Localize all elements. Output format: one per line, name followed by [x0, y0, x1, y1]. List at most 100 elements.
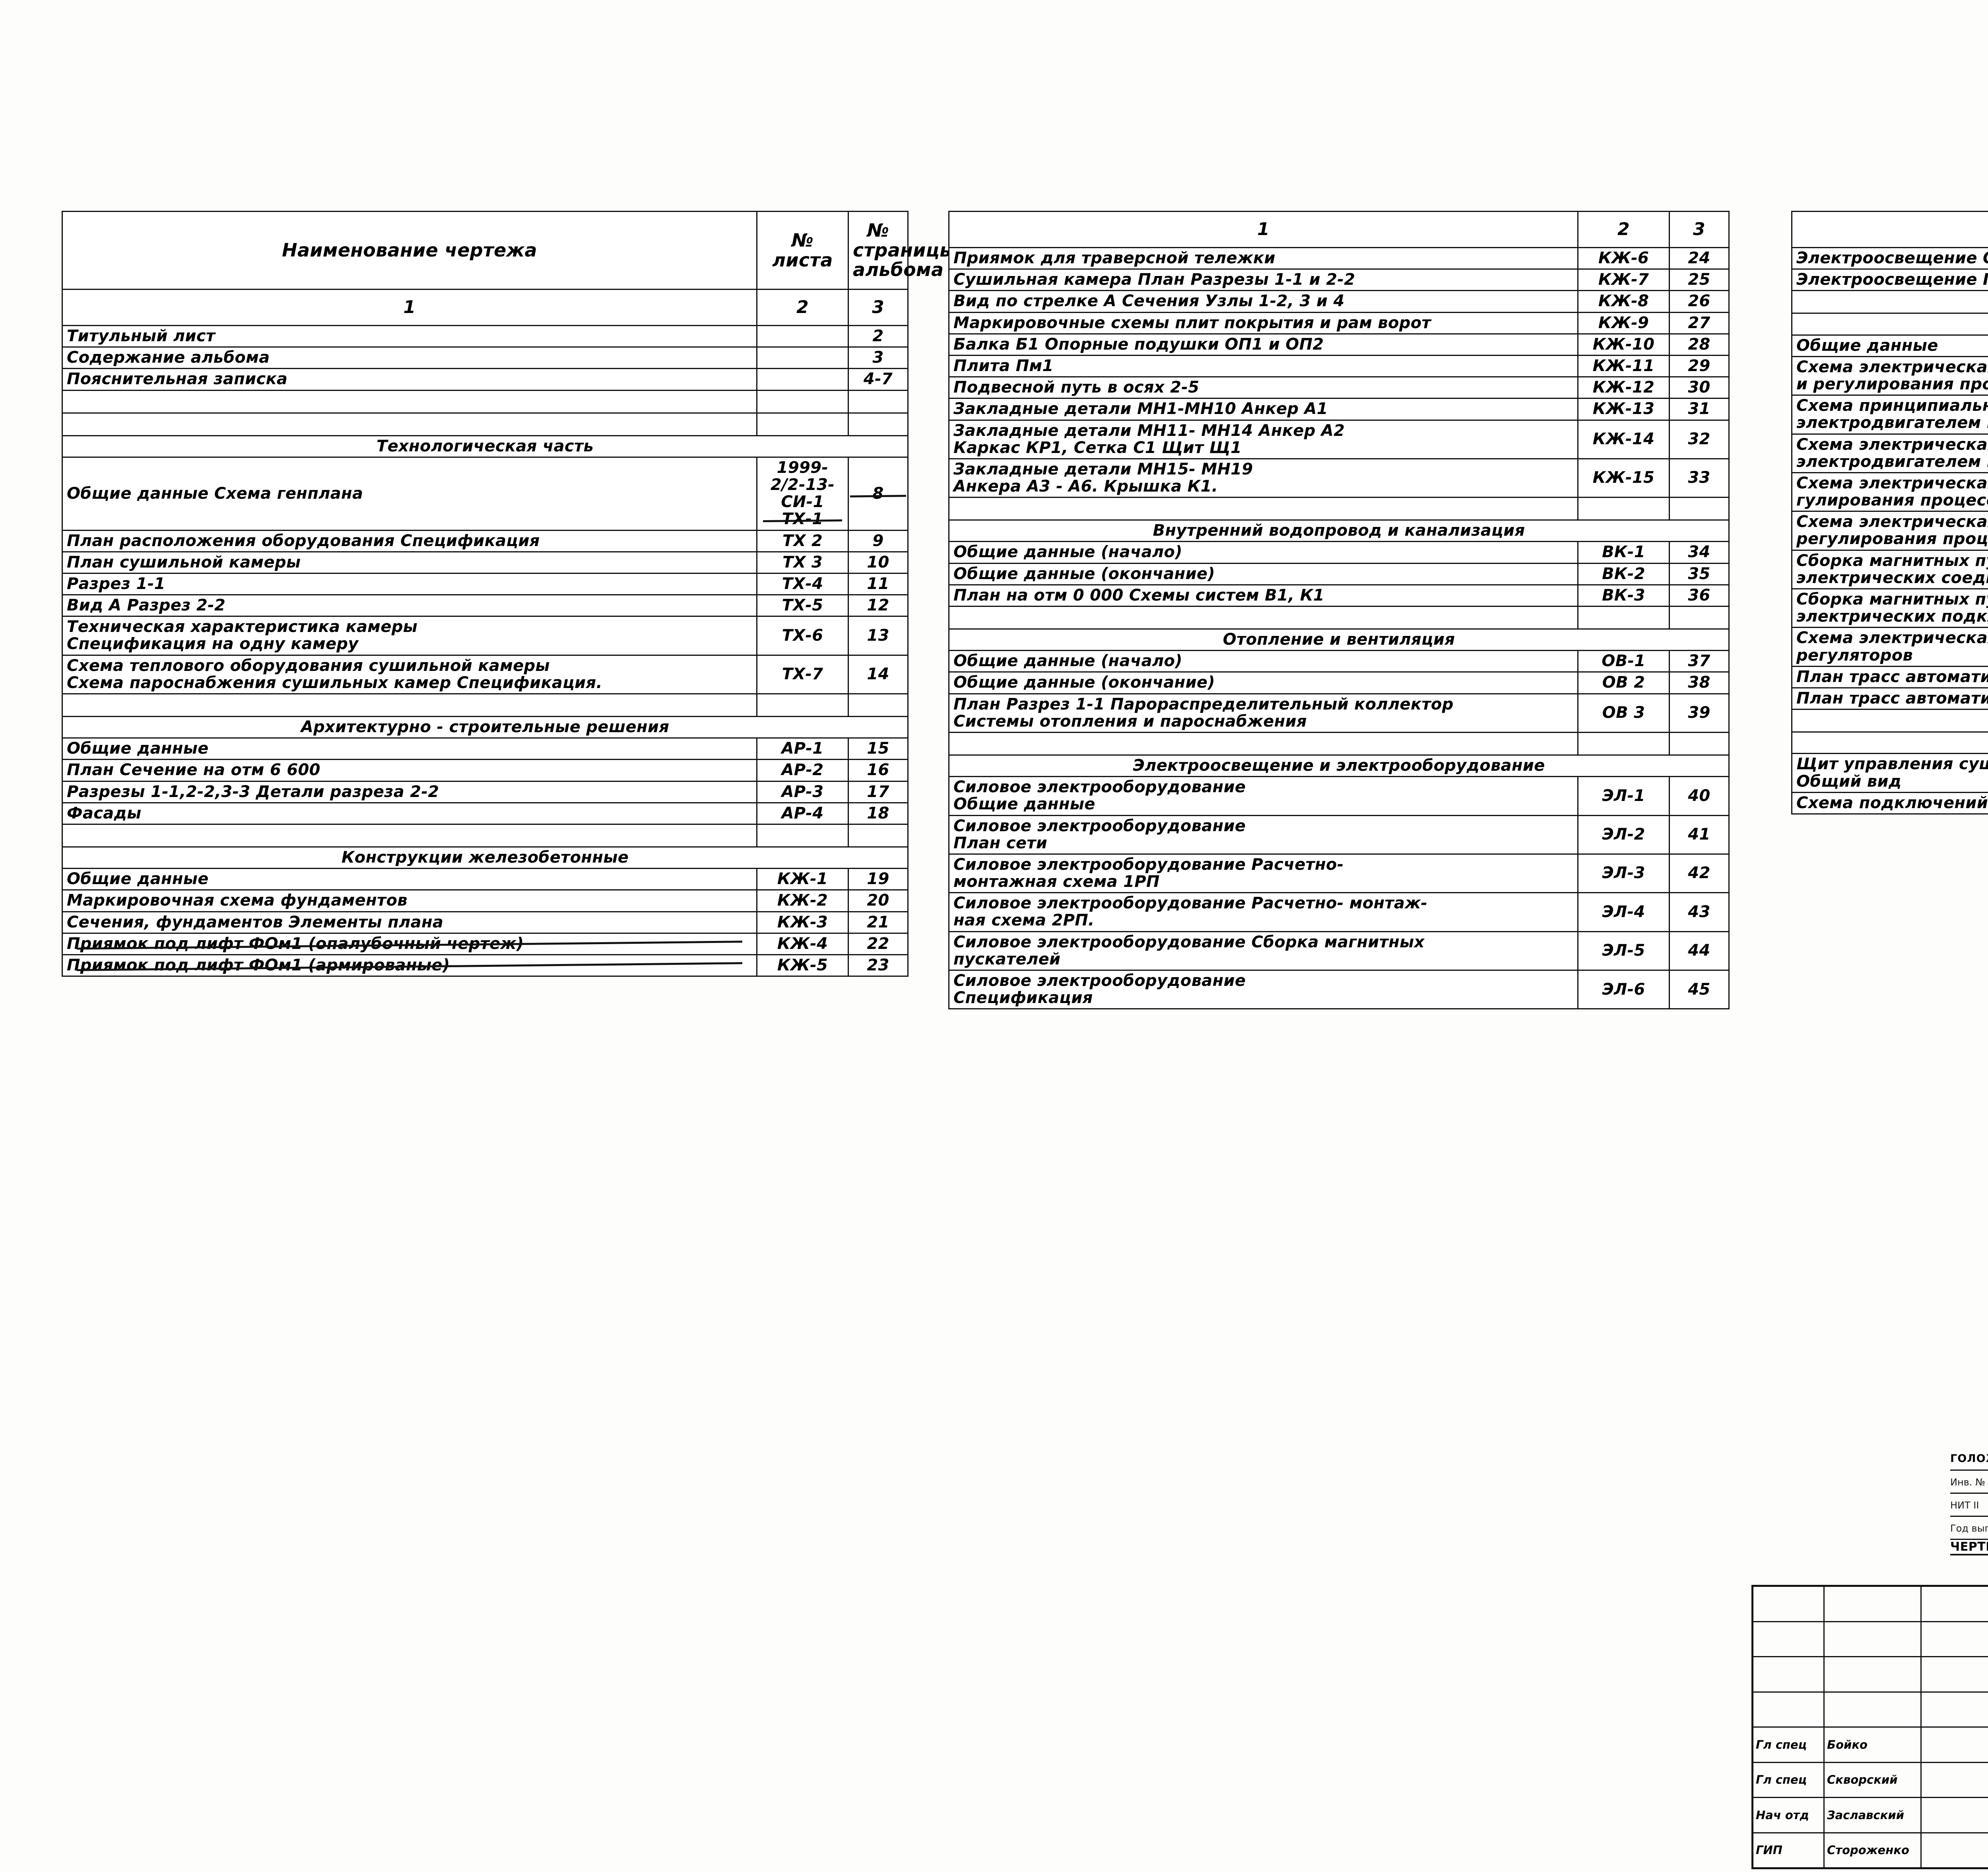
table-row[interactable]: Содержание альбома 3 — [62, 346, 909, 369]
sheet-code: ЭЛ-1 — [1577, 776, 1670, 816]
table-row[interactable]: Схема теплового оборудования сушильной к… — [62, 654, 909, 695]
table-row[interactable]: Силовое электрооборудование План сети ЭЛ-… — [948, 815, 1730, 855]
drawing-name: Щит управления сушильной камеры ЩУ1(ЩУ2)… — [1791, 753, 1988, 793]
table-row[interactable]: План сушильной камеры ТХ 3 10 — [62, 551, 909, 574]
table-row[interactable]: Общие данные АР-1 15 — [62, 737, 909, 760]
table-row[interactable]: Разрез 1-1 ТХ-4 11 — [62, 572, 909, 596]
table-row[interactable]: Общие данные (начало) ВК-1 34 — [948, 541, 1730, 564]
page-number: 38 — [1669, 671, 1730, 694]
table-row[interactable]: Маркировочные схемы плит покрытия и рам … — [948, 311, 1730, 334]
table-row[interactable]: Закладные детали МН15- МН19 Анкера А3 - … — [948, 458, 1730, 498]
table-row[interactable]: Щит управления сушильной камеры ЩУ1(ЩУ2)… — [1791, 753, 1988, 793]
table-row[interactable]: Схема электрическая принципиальная автор… — [1791, 472, 1988, 512]
table-row[interactable]: Плита Пм1 КЖ-11 29 — [948, 354, 1730, 378]
table-row[interactable]: Сушильная камера План Разрезы 1-1 и 2-2 К… — [948, 268, 1730, 292]
table-row[interactable]: Схема электрическая принципиальная управ… — [1791, 433, 1988, 473]
header-name: Наименование чертежа — [62, 211, 757, 290]
table-row[interactable]: Закладные детали МН11- МН14 Анкер А2 Карк… — [948, 419, 1730, 459]
table-row[interactable]: Маркировочная схема фундаментов КЖ-2 20 — [62, 889, 909, 912]
sheet-code-struck: ТХ-1 — [761, 511, 844, 528]
section-heading: Автоматизация производства — [1791, 313, 1988, 336]
sheet-code: КЖ-13 — [1577, 398, 1670, 421]
page-number: 25 — [1669, 268, 1730, 292]
table-row[interactable]: План Разрез 1-1 Парораспределительный ко… — [948, 693, 1730, 733]
section-heading: Задание заводу изготовителю — [1791, 731, 1988, 754]
table-row[interactable]: План трасс автоматикиА-1158 — [1791, 687, 1988, 710]
table-row[interactable]: Общие данные (окончание) ВК-2 35 — [948, 562, 1730, 585]
table-row[interactable]: Титульный лист 2 — [62, 325, 909, 348]
table-row[interactable]: Силовое электрооборудование Расчетно- мо… — [948, 853, 1730, 894]
section-heading-row: Конструкции железобетонные — [62, 846, 909, 869]
sheet-code: КЖ-1 — [756, 868, 849, 891]
table-row[interactable]: Приямок под лифт ФОм1 (опалубочный черте… — [62, 932, 909, 955]
table-row[interactable]: План расположения оборудования Специфика… — [62, 529, 909, 552]
page-number: 15 — [848, 737, 909, 760]
table-row[interactable]: Электроосвещение Общие данные Спецификац… — [1791, 247, 1988, 270]
table-row[interactable]: Техническая характеристика камеры Специфи… — [62, 616, 909, 656]
table-row[interactable]: Разрезы 1-1,2-2,3-3 Детали разреза 2-2 АР… — [62, 780, 909, 803]
table-row[interactable]: Схема подключений0100А265 — [1791, 791, 1988, 815]
drawing-name: Схема электрическая принципиальная управ… — [1791, 433, 1988, 473]
spacer-row — [1791, 709, 1988, 733]
table-row[interactable]: Силовое электрооборудование Общие данные… — [948, 776, 1730, 816]
sheet-code — [756, 325, 849, 348]
table-row[interactable]: Подвесной путь в осях 2-5 КЖ-12 30 — [948, 376, 1730, 399]
table-row[interactable]: Закладные детали МН1-МН10 Анкер А1 КЖ-13 3… — [948, 398, 1730, 421]
page-number: 9 — [848, 529, 909, 552]
section-heading: Внутренний водопровод и канализация — [948, 519, 1730, 542]
table-row[interactable]: Вид по стрелке А Сечения Узлы 1-2, 3 и 4… — [948, 290, 1730, 313]
page-number: 17 — [848, 780, 909, 803]
drawing-name: Общие данные — [62, 868, 757, 891]
table-row[interactable]: Схема электрическая подключений приборов… — [1791, 627, 1988, 667]
sheet-code: КЖ-14 — [1577, 419, 1670, 459]
table-row[interactable]: План Сечение на отм 6 600 АР-2 16 — [62, 759, 909, 782]
table-row[interactable]: Схема электрическая функциональная контр… — [1791, 356, 1988, 396]
table-row[interactable]: Схема принципиальная электрическая управ… — [1791, 395, 1988, 435]
drawing-name: Схема принципиальная электрическая управ… — [1791, 395, 1988, 435]
table-row[interactable]: Сборка магнитных пускателей Схемаэлектри… — [1791, 588, 1988, 628]
table-row[interactable]: Вид А Разрез 2-2 ТХ-5 12 — [62, 594, 909, 617]
sheet-code: ТХ-7 — [756, 654, 849, 695]
table-row[interactable]: Пояснительная записка 4-7 — [62, 368, 909, 391]
drawing-name: Приямок под лифт ФОм1 (опалубочный черте… — [62, 932, 757, 955]
sheet-code: АР-4 — [756, 802, 849, 825]
table-row[interactable]: Приямок под лифт ФОм1 (армированые) КЖ-5 2… — [62, 954, 909, 977]
signature-role: Гл спец — [1753, 1763, 1825, 1797]
drawing-name: Силовое электрооборудование Расчетно- мо… — [948, 892, 1578, 932]
section-heading-row: Архитектурно - строительные решения — [62, 715, 909, 739]
page-number: 11 — [848, 572, 909, 596]
page-number: 37 — [1669, 650, 1730, 673]
table-row[interactable]: Силовое электрооборудование Расчетно- мо… — [948, 892, 1730, 932]
table-row[interactable]: Общие данные Схема генплана 1999-2/2-13- С… — [62, 456, 909, 531]
signature-role: ГИП — [1753, 1833, 1825, 1867]
table-row[interactable]: План трасс автоматикиА-1057 — [1791, 665, 1988, 688]
signature-role: Гл спец — [1753, 1728, 1825, 1762]
table-row[interactable]: Схема электрическая принципиальная авто-… — [1791, 511, 1988, 551]
table-row[interactable]: Силовое электрооборудование Сборка магни… — [948, 931, 1730, 971]
table-row[interactable]: Общие данные КЖ-1 19 — [62, 868, 909, 891]
table-row[interactable]: Приямок для траверсной тележки КЖ-6 24 — [948, 247, 1730, 270]
page-number: 3 — [848, 346, 909, 369]
page-number: 44 — [1669, 931, 1730, 971]
drawing-name: Разрезы 1-1,2-2,3-3 Детали разреза 2-2 — [62, 780, 757, 803]
table-row[interactable]: Сборка магнитных пускателей Схема электр… — [1791, 549, 1988, 590]
page-number: 34 — [1669, 541, 1730, 564]
sheet-code: КЖ-11 — [1577, 354, 1670, 378]
table-row[interactable]: План на отм 0 000 Схемы систем В1, К1 ВК-… — [948, 584, 1730, 607]
table-row[interactable]: Силовое электрооборудование Спецификация Э… — [948, 969, 1730, 1010]
table-row[interactable]: Сечения, фундаментов Элементы плана КЖ-3 2… — [62, 911, 909, 934]
drawing-name: План сушильной камеры — [62, 551, 757, 574]
table-row[interactable]: Балка Б1 Опорные подушки ОП1 и ОП2 КЖ-10 2… — [948, 333, 1730, 356]
table-row[interactable]: Общие данные (окончание) ОВ 2 38 — [948, 671, 1730, 694]
column-1-table: Наименование чертежа № листа № страницы альб… — [62, 211, 956, 977]
section-heading: Отопление и вентиляция — [948, 628, 1730, 651]
table-row[interactable]: Общие данные (начало) ОВ-1 37 — [948, 650, 1730, 673]
page-number: 27 — [1669, 311, 1730, 334]
section-heading-row: Автоматизация производства — [1791, 313, 1988, 336]
table-row[interactable]: Фасады АР-4 18 — [62, 802, 909, 825]
page-number: 42 — [1669, 853, 1730, 894]
sheet-code: ЭЛ-6 — [1577, 969, 1670, 1010]
page-number: 13 — [848, 616, 909, 656]
